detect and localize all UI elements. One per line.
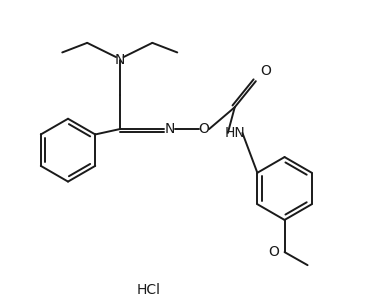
Text: N: N [115, 53, 125, 67]
Text: O: O [260, 64, 271, 78]
Text: HN: HN [224, 126, 245, 140]
Text: O: O [269, 245, 280, 259]
Text: HCl: HCl [137, 283, 161, 297]
Text: N: N [165, 122, 175, 136]
Text: O: O [199, 122, 210, 136]
